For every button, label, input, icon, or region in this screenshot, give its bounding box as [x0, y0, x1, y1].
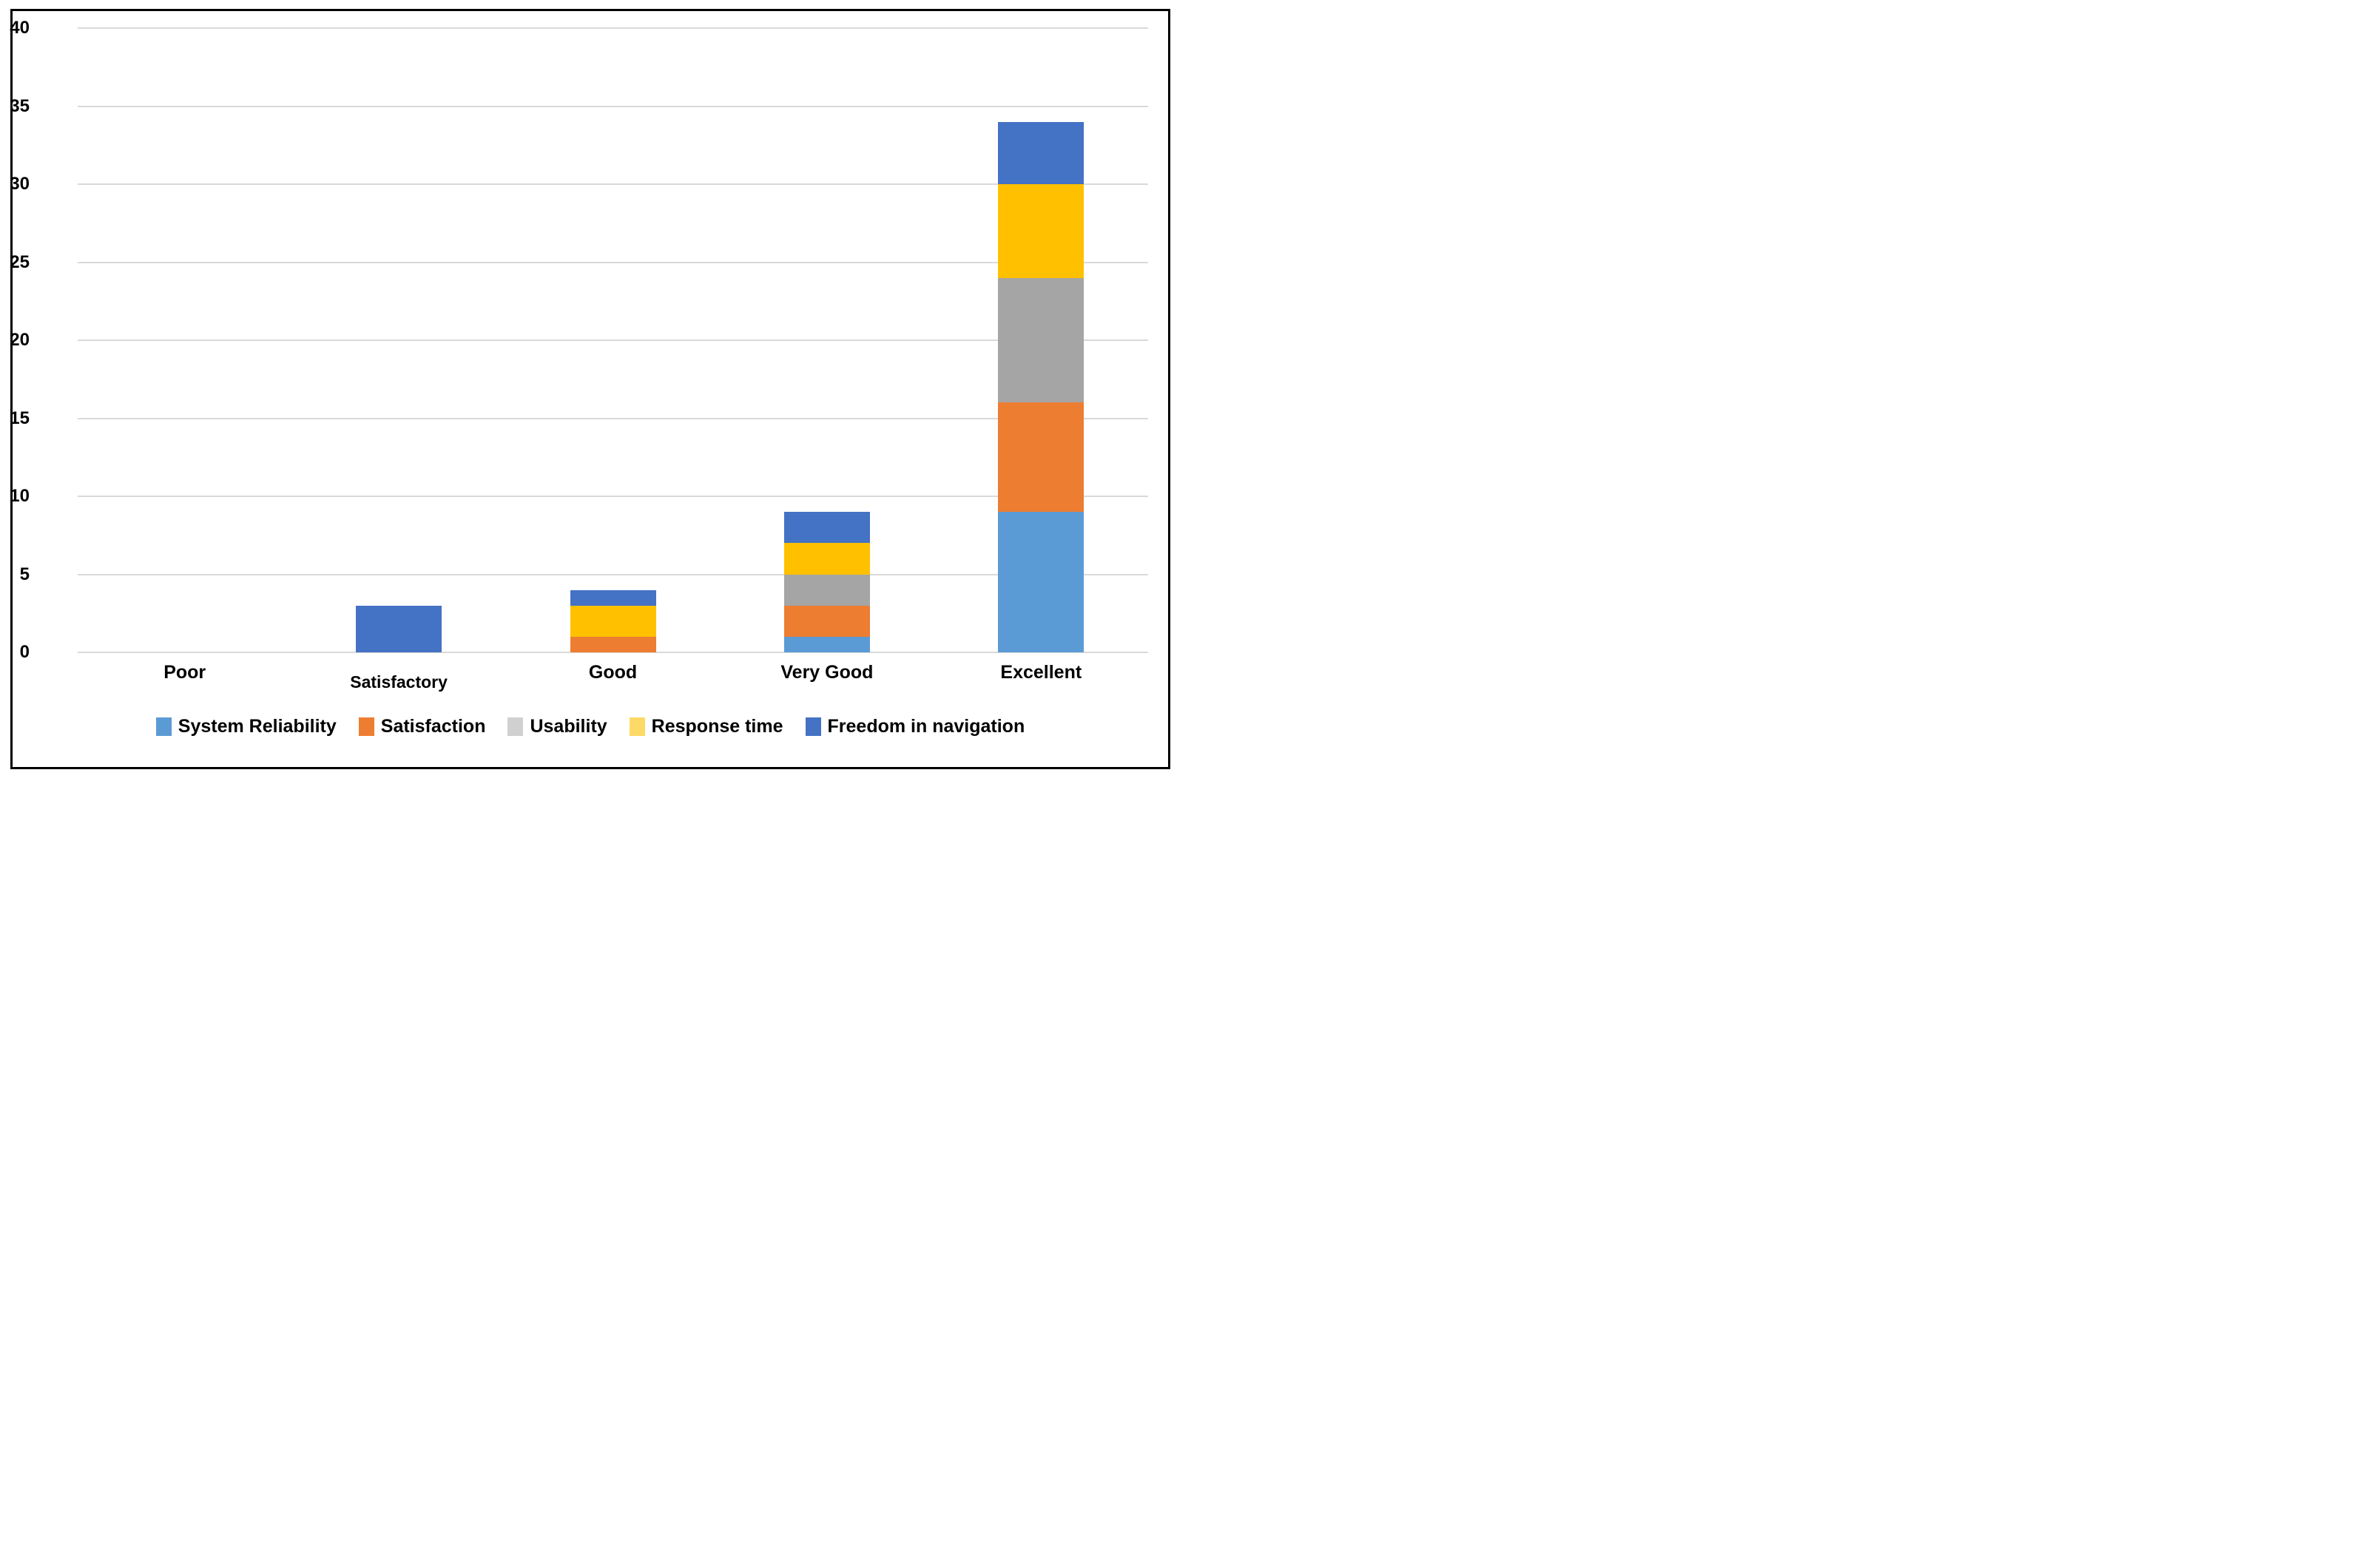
legend: System Reliability Satisfaction Usability R…	[10, 716, 1170, 737]
bar-segment-excellent-freedom-in-navigation	[998, 121, 1085, 185]
legend-item-satisfaction: Satisfaction	[358, 716, 486, 737]
gridline-y-25	[78, 261, 1148, 263]
legend-item-system-reliability: System Reliability	[155, 716, 337, 737]
bar-segment-good-satisfaction	[570, 636, 656, 652]
gridline-y-30	[78, 183, 1148, 185]
bar-segment-satisfactory-freedom-in-navigation	[356, 605, 442, 652]
gridline-y-35	[78, 105, 1148, 107]
y-tick-label: 30	[10, 174, 30, 194]
bar-segment-excellent-system-reliability	[998, 512, 1085, 652]
y-tick-label: 25	[10, 251, 30, 272]
x-axis-label-excellent: Excellent	[1000, 662, 1082, 683]
bar-segment-very-good-freedom-in-navigation	[783, 512, 870, 544]
y-tick-label: 15	[10, 408, 30, 428]
plot-area: 0 5 10 15 20 25 30 35 40	[10, 18, 1148, 662]
gridline-y-10	[78, 496, 1148, 497]
bar-segment-very-good-usability	[783, 574, 870, 606]
bar-segment-very-good-response-time	[783, 543, 870, 575]
legend-label: Usability	[530, 716, 607, 737]
y-tick-label: 0	[19, 642, 30, 662]
y-tick-label: 40	[10, 18, 30, 38]
bar-segment-good-response-time	[570, 605, 656, 637]
bar-segment-good-freedom-in-navigation	[570, 589, 656, 606]
bar-segment-very-good-system-reliability	[783, 636, 870, 652]
gridline-y-0	[78, 652, 1148, 653]
x-axis-label-satisfactory: Satisfactory	[350, 672, 448, 692]
gridline-y-40	[78, 27, 1148, 29]
bar-excellent	[998, 121, 1085, 652]
gridline-y-20	[78, 339, 1148, 341]
legend-swatch-icon	[155, 717, 172, 736]
legend-item-freedom-in-navigation: Freedom in navigation	[805, 716, 1025, 737]
x-axis-label-very-good: Very Good	[780, 662, 874, 683]
legend-swatch-icon	[358, 717, 374, 736]
legend-swatch-icon	[805, 717, 821, 736]
bar-very-good	[783, 512, 870, 652]
gridline-y-5	[78, 573, 1148, 575]
bar-segment-excellent-response-time	[998, 184, 1085, 278]
gridline-y-15	[78, 417, 1148, 419]
x-axis-labels: Poor Satisfactory Good Very Good Excellent	[78, 662, 1148, 706]
legend-item-response-time: Response time	[629, 716, 783, 737]
bar-segment-excellent-satisfaction	[998, 402, 1085, 513]
bar-satisfactory	[356, 605, 442, 652]
legend-label: Response time	[651, 716, 783, 737]
bar-segment-very-good-satisfaction	[783, 605, 870, 637]
bar-segment-excellent-usability	[998, 277, 1085, 403]
y-tick-label: 20	[10, 330, 30, 350]
legend-label: Freedom in navigation	[827, 716, 1025, 737]
legend-label: Satisfaction	[380, 716, 486, 737]
y-tick-label: 35	[10, 95, 30, 116]
legend-swatch-icon	[507, 717, 524, 736]
x-axis-label-poor: Poor	[163, 662, 206, 683]
y-tick-label: 10	[10, 486, 30, 506]
legend-item-usability: Usability	[507, 716, 607, 737]
legend-label: System Reliability	[178, 716, 337, 737]
y-tick-label: 5	[19, 564, 30, 584]
legend-swatch-icon	[629, 717, 645, 736]
bar-good	[570, 589, 656, 652]
stacked-bar-chart-figure: 0 5 10 15 20 25 30 35 40 Poor Satisfactory Good Ver…	[0, 0, 1184, 784]
x-axis-label-good: Good	[588, 662, 638, 683]
